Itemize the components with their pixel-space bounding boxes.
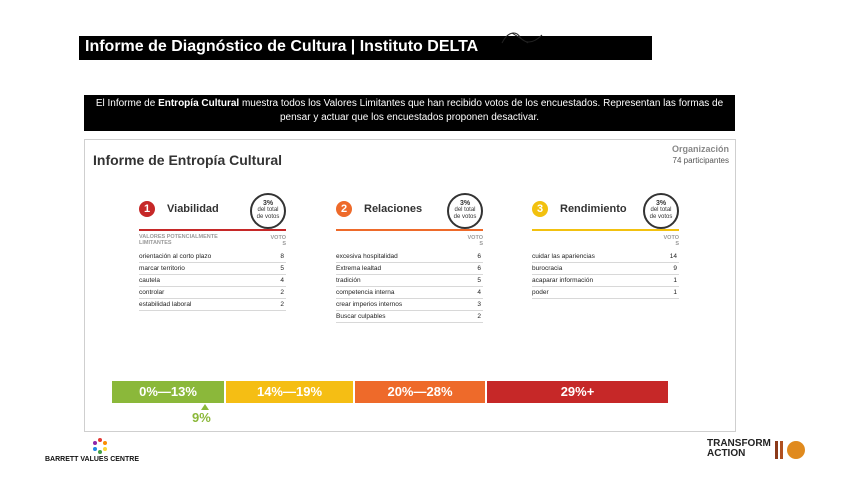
vote-percent: 3% bbox=[262, 200, 274, 207]
table-row: crear imperios internos 3 bbox=[336, 299, 483, 311]
table-row: marcar territorio 5 bbox=[139, 263, 286, 275]
report-title-bar: Informe de Diagnóstico de Cultura | Inst… bbox=[79, 36, 652, 60]
column-viabilidad: 1 Viabilidad 3% del total de votos VALOR… bbox=[139, 193, 286, 311]
table-row: cuidar las apariencias 14 bbox=[532, 251, 679, 263]
column-rendimiento: 3 Rendimiento 3% del total de votos VOTO… bbox=[532, 193, 679, 299]
vote-percent-caption-2: de votos bbox=[649, 214, 673, 220]
table-row: Buscar culpables 2 bbox=[336, 311, 483, 323]
column-rule bbox=[336, 229, 483, 231]
column-number-badge: 2 bbox=[336, 201, 352, 217]
org-label: Organización bbox=[671, 144, 729, 154]
vote-percent-circle: 3% del total de votos bbox=[250, 193, 286, 229]
column-name: Rendimiento bbox=[560, 203, 627, 215]
vote-percent-caption-1: del total bbox=[650, 207, 672, 213]
transform-action-mark-icon bbox=[775, 441, 805, 459]
entropy-report-card: Informe de Entropía Cultural Organizació… bbox=[84, 139, 736, 432]
transform-action-logo: TRANSFORM ACTION bbox=[703, 437, 813, 463]
vote-percent-caption-1: del total bbox=[257, 207, 279, 213]
table-row: excesiva hospitalidad 6 bbox=[336, 251, 483, 263]
header-votes: VOTO S bbox=[467, 235, 484, 247]
report-title: Informe de Diagnóstico de Cultura | Inst… bbox=[85, 38, 479, 55]
intro-text-after: muestra todos los Valores Limitantes que… bbox=[239, 98, 724, 123]
column-number-badge: 1 bbox=[139, 201, 155, 217]
column-number-badge: 3 bbox=[532, 201, 548, 217]
scale-segment-high: 20%—28% bbox=[355, 381, 485, 403]
vote-percent-caption-2: de votos bbox=[256, 214, 280, 220]
column-rule bbox=[139, 229, 286, 231]
column-name: Relaciones bbox=[364, 203, 423, 215]
intro-text-bold: Entropía Cultural bbox=[158, 98, 240, 109]
vote-percent-circle: 3% del total de votos bbox=[643, 193, 679, 229]
table-header: VOTO S bbox=[532, 231, 680, 251]
current-value: 9% bbox=[192, 410, 211, 425]
logo-line-1: TRANSFORM bbox=[707, 438, 771, 449]
scribble-decoration bbox=[501, 32, 543, 44]
column-header: 3 Rendimiento 3% del total de votos bbox=[532, 193, 679, 229]
intro-box: El Informe de Entropía Cultural muestra … bbox=[84, 95, 735, 131]
current-value-marker bbox=[201, 404, 209, 410]
table-row: orientación al corto plazo 8 bbox=[139, 251, 286, 263]
column-rule bbox=[532, 229, 679, 231]
barrett-flower-icon bbox=[93, 438, 107, 454]
vote-percent: 3% bbox=[655, 200, 667, 207]
organization-info: Organización 74 participantes bbox=[672, 144, 729, 166]
table-row: poder 1 bbox=[532, 287, 679, 299]
table-row: controlar 2 bbox=[139, 287, 286, 299]
logo-line-2: ACTION bbox=[707, 448, 746, 459]
table-row: estabilidad laboral 2 bbox=[139, 299, 286, 311]
header-votes: VOTO S bbox=[663, 235, 680, 247]
intro-text-before: El Informe de bbox=[95, 98, 159, 109]
table-row: competencia interna 4 bbox=[336, 287, 483, 299]
table-row: Extrema lealtad 6 bbox=[336, 263, 483, 275]
barrett-logo-text: BARRETT VALUES CENTRE bbox=[45, 456, 139, 463]
vote-percent-caption-2: de votos bbox=[453, 214, 477, 220]
vote-percent: 3% bbox=[459, 200, 471, 207]
header-votes: VOTO S bbox=[270, 235, 287, 247]
table-row: tradición 5 bbox=[336, 275, 483, 287]
table-row: burocracia 9 bbox=[532, 263, 679, 275]
column-name: Viabilidad bbox=[167, 203, 219, 215]
table-header: VALORES POTENCIALMENTE LIMITANTES VOTO S bbox=[139, 231, 286, 251]
card-title: Informe de Entropía Cultural bbox=[93, 152, 283, 168]
scale-segment-critical: 29%+ bbox=[487, 381, 668, 403]
scale-segment-low: 0%—13% bbox=[112, 381, 224, 403]
scale-segment-medium: 14%—19% bbox=[226, 381, 353, 403]
vote-percent-caption-1: del total bbox=[454, 207, 476, 213]
table-row: cautela 4 bbox=[139, 275, 286, 287]
table-row: acaparar información 1 bbox=[532, 275, 679, 287]
header-values: VALORES POTENCIALMENTE LIMITANTES bbox=[139, 234, 218, 246]
column-relaciones: 2 Relaciones 3% del total de votos VOTO S… bbox=[336, 193, 483, 323]
table-header: VOTO S bbox=[336, 231, 484, 251]
column-header: 1 Viabilidad 3% del total de votos bbox=[139, 193, 286, 229]
org-participants: 74 participantes bbox=[672, 156, 729, 165]
vote-percent-circle: 3% del total de votos bbox=[447, 193, 483, 229]
column-header: 2 Relaciones 3% del total de votos bbox=[336, 193, 483, 229]
barrett-logo: BARRETT VALUES CENTRE bbox=[38, 437, 168, 467]
